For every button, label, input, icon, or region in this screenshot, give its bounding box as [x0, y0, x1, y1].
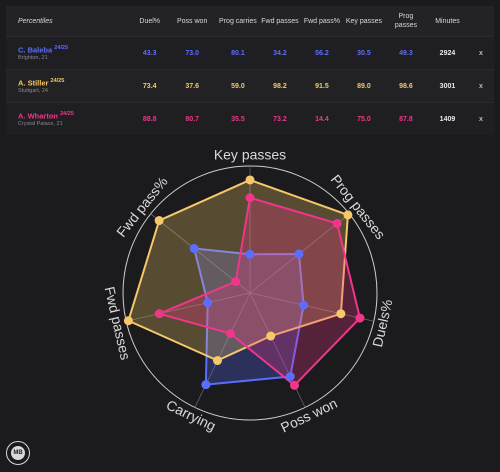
player-name[interactable]: C. Baleba 24/25 [18, 44, 69, 55]
brand-logo-mark: MB [11, 446, 25, 460]
player-name[interactable]: A. Stiller 24/25 [18, 77, 65, 88]
player-team: Crystal Palace, 21 [18, 121, 63, 128]
header-fwd-pass-pct: Fwd pass% [300, 6, 343, 37]
brand-logo: MB [6, 441, 30, 465]
stat-cell: 73.2 [258, 102, 301, 135]
radar-point [154, 216, 164, 226]
table-row: A. Stiller 24/25 Stuttgart, 24 73.4 37.6 59.… [6, 69, 494, 103]
radar-point [245, 193, 255, 203]
radar-series-area [158, 196, 361, 387]
stat-cell: 80.1 [216, 36, 259, 70]
radar-point [225, 329, 235, 339]
stat-cell: 56.2 [300, 36, 343, 70]
radar-series-area [193, 247, 305, 386]
stat-cell: 73.0 [167, 36, 217, 70]
header-minutes: Minutes [426, 6, 468, 37]
radar-point [343, 210, 353, 220]
stat-cell: 98.6 [384, 69, 427, 103]
header-prog-carries: Prog carries [216, 6, 259, 37]
stat-cell: 43.3 [132, 36, 168, 70]
radar-point [266, 331, 276, 341]
header-poss-won: Poss won [167, 6, 217, 37]
table-row: C. Baleba 24/25 Brighton, 21 43.3 73.0 80.1 3… [6, 36, 494, 70]
remove-player-button[interactable]: x [468, 69, 494, 103]
header-percentiles: Percentiles [6, 6, 132, 37]
radar-point [336, 309, 346, 319]
player-cell: A. Wharton 24/25 Crystal Palace, 21 [6, 102, 132, 135]
radar-point [201, 380, 211, 390]
header-remove [468, 6, 494, 37]
radar-point [355, 313, 365, 323]
stat-cell: 2924 [426, 36, 468, 70]
radar-axis-label: Poss won [278, 395, 340, 436]
stat-cell: 80.7 [167, 102, 217, 135]
percentile-table: Percentiles Duel% Poss won Prog carries … [6, 6, 494, 135]
stat-cell: 88.8 [132, 102, 168, 135]
table-header-row: Percentiles Duel% Poss won Prog carries … [6, 6, 494, 37]
radar-point [289, 380, 299, 390]
header-key-passes: Key passes [342, 6, 385, 37]
stat-cell: 73.4 [132, 69, 168, 103]
stat-cell: 34.2 [258, 36, 301, 70]
radar-point [332, 218, 342, 228]
radar-point [231, 277, 241, 287]
stat-cell: 49.3 [384, 36, 427, 70]
stat-cell: 87.8 [384, 102, 427, 135]
stat-cell: 30.5 [342, 36, 385, 70]
radar-point [245, 249, 255, 259]
player-cell: C. Baleba 24/25 Brighton, 21 [6, 36, 132, 70]
radar-point [123, 316, 133, 326]
remove-player-button[interactable]: x [468, 102, 494, 135]
stat-cell: 59.0 [216, 69, 259, 103]
radar-spoke [126, 292, 251, 322]
radar-point [189, 243, 199, 253]
header-prog-passes: Prog passes [384, 6, 427, 37]
player-team: Brighton, 21 [18, 55, 48, 62]
radar-point [245, 175, 255, 185]
radar-point [294, 249, 304, 259]
stat-cell: 1409 [426, 102, 468, 135]
radar-point [154, 309, 164, 319]
stat-cell: 14.4 [300, 102, 343, 135]
stat-cell: 3001 [426, 69, 468, 103]
stat-cell: 75.0 [342, 102, 385, 135]
radar-point [203, 298, 213, 308]
player-team: Stuttgart, 24 [18, 88, 48, 95]
radar-axis-label: Carrying [164, 397, 219, 434]
player-name[interactable]: A. Wharton 24/25 [18, 110, 74, 121]
header-fwd-passes: Fwd passes [258, 6, 301, 37]
radar-spoke [249, 292, 374, 322]
stat-cell: 37.6 [167, 69, 217, 103]
stat-cell: 98.2 [258, 69, 301, 103]
player-cell: A. Stiller 24/25 Stuttgart, 24 [6, 69, 132, 103]
radar-point [285, 372, 295, 382]
radar-point [212, 356, 222, 366]
stat-cell: 35.5 [216, 102, 259, 135]
stat-cell: 91.5 [300, 69, 343, 103]
radar-axis-label: Key passes [214, 147, 286, 163]
table-row: A. Wharton 24/25 Crystal Palace, 21 88.8 80… [6, 102, 494, 135]
stat-cell: 89.0 [342, 69, 385, 103]
remove-player-button[interactable]: x [468, 36, 494, 70]
header-duel-pct: Duel% [132, 6, 168, 37]
radar-point [299, 300, 309, 310]
